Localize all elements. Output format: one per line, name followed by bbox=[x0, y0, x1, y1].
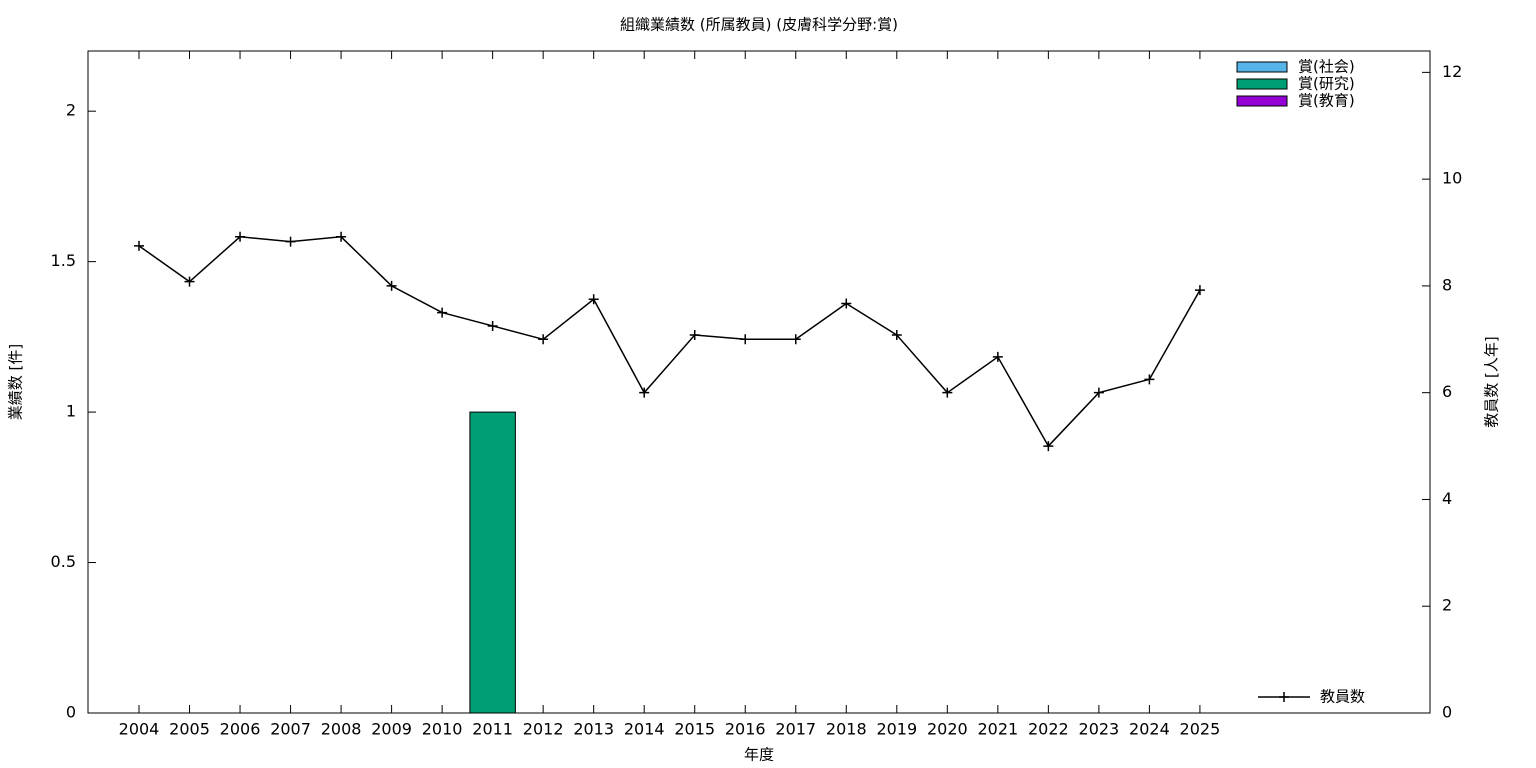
y-tick-label: 0.5 bbox=[51, 552, 76, 571]
point-marker bbox=[437, 307, 448, 318]
x-tick-label: 2022 bbox=[1028, 720, 1069, 739]
point-marker bbox=[184, 276, 195, 287]
legend-label: 賞(社会) bbox=[1298, 58, 1355, 76]
point-marker bbox=[841, 298, 852, 309]
legend-swatch bbox=[1236, 61, 1288, 73]
point-marker bbox=[1093, 387, 1104, 398]
y2-tick-label: 2 bbox=[1442, 596, 1452, 615]
point-marker bbox=[588, 294, 599, 305]
point-marker bbox=[689, 330, 700, 341]
x-tick-label: 2019 bbox=[876, 720, 917, 739]
point-marker bbox=[639, 387, 650, 398]
point-marker bbox=[487, 320, 498, 331]
point-marker bbox=[134, 240, 144, 251]
y2-tick-label: 0 bbox=[1442, 703, 1452, 722]
x-tick-label: 2006 bbox=[220, 720, 261, 739]
legend-swatch bbox=[1236, 78, 1288, 90]
x-tick-label: 2012 bbox=[523, 720, 564, 739]
point-marker bbox=[336, 231, 347, 242]
point-marker bbox=[891, 330, 902, 341]
point-marker bbox=[1144, 374, 1155, 385]
point-marker bbox=[740, 334, 751, 345]
point-marker bbox=[235, 231, 246, 242]
point-marker bbox=[1194, 285, 1205, 296]
y2-axis-label: 教員数 [人年] bbox=[1483, 336, 1501, 427]
legend-label: 賞(教育) bbox=[1298, 92, 1355, 110]
y2-tick-label: 12 bbox=[1442, 62, 1462, 81]
x-tick-label: 2021 bbox=[977, 720, 1018, 739]
x-tick-label: 2015 bbox=[674, 720, 715, 739]
x-tick-label: 2005 bbox=[169, 720, 210, 739]
legend-marker bbox=[1279, 692, 1289, 702]
point-marker bbox=[386, 280, 397, 291]
x-tick-label: 2025 bbox=[1180, 720, 1221, 739]
point-marker bbox=[942, 387, 953, 398]
line-series bbox=[138, 236, 1201, 448]
legend-swatch bbox=[1236, 95, 1288, 107]
x-tick-label: 2023 bbox=[1079, 720, 1120, 739]
plot-frame bbox=[87, 50, 1431, 714]
legend-label: 教員数 bbox=[1320, 688, 1365, 706]
x-tick-label: 2004 bbox=[119, 720, 160, 739]
chart-title: 組織業績数 (所属教員) (皮膚科学分野:賞) bbox=[620, 16, 898, 34]
y-tick-label: 1.5 bbox=[51, 251, 76, 270]
y2-tick-label: 8 bbox=[1442, 275, 1452, 294]
y-tick-label: 0 bbox=[66, 703, 76, 722]
x-tick-label: 2013 bbox=[573, 720, 614, 739]
y2-tick-label: 6 bbox=[1442, 382, 1452, 401]
x-tick-label: 2020 bbox=[927, 720, 968, 739]
x-tick-label: 2016 bbox=[725, 720, 766, 739]
point-marker bbox=[790, 334, 801, 345]
point-marker bbox=[538, 334, 549, 345]
x-tick-label: 2017 bbox=[775, 720, 816, 739]
y2-tick-label: 4 bbox=[1442, 489, 1452, 508]
x-tick-label: 2024 bbox=[1129, 720, 1170, 739]
x-axis-label: 年度 bbox=[744, 746, 774, 764]
legend-label: 賞(研究) bbox=[1298, 75, 1355, 93]
y-tick-label: 2 bbox=[66, 101, 76, 120]
y2-tick-label: 10 bbox=[1442, 169, 1462, 188]
x-tick-label: 2014 bbox=[624, 720, 665, 739]
x-tick-label: 2018 bbox=[826, 720, 867, 739]
y-tick-label: 1 bbox=[66, 402, 76, 421]
point-marker bbox=[285, 236, 296, 247]
bar bbox=[469, 411, 516, 714]
x-tick-label: 2008 bbox=[321, 720, 362, 739]
x-tick-label: 2009 bbox=[371, 720, 412, 739]
x-tick-label: 2011 bbox=[472, 720, 513, 739]
x-tick-label: 2007 bbox=[270, 720, 311, 739]
point-marker bbox=[1043, 441, 1054, 452]
point-marker bbox=[992, 351, 1003, 362]
x-tick-label: 2010 bbox=[422, 720, 463, 739]
y-axis-label: 業績数 [件] bbox=[7, 344, 25, 420]
